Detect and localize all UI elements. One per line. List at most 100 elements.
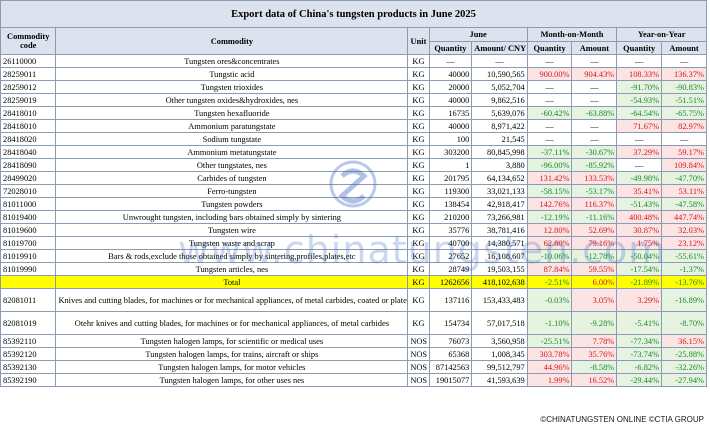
june-quantity-cell: 303200: [428, 145, 473, 159]
june-amount-cell: 42,918,417: [471, 197, 528, 211]
commodity-code-cell: 28259019: [0, 93, 57, 107]
unit-cell: KG: [407, 197, 430, 211]
header-month-on-month: Month-on-Month: [526, 27, 618, 42]
commodity-code-cell: 81019600: [0, 223, 57, 237]
june-quantity-cell: 40700: [428, 236, 473, 250]
header-yoy-quantity: Quantity: [616, 41, 663, 55]
unit-cell: KG: [407, 106, 430, 120]
june-amount-cell: 9,862,516: [471, 93, 528, 107]
june-quantity-cell: 35776: [428, 223, 473, 237]
june-quantity-cell: 100: [428, 132, 473, 146]
commodity-name-cell: Tungstic acid: [55, 67, 409, 81]
june-amount-cell: 38,781,416: [471, 223, 528, 237]
yoy-quantity-cell: -51.43%: [616, 197, 663, 211]
commodity-name-cell: Knives and cutting blades, for machines …: [55, 288, 409, 312]
commodity-code-cell: 81019400: [0, 210, 57, 224]
commodity-code-cell: 85392130: [0, 360, 57, 374]
commodity-code-cell: [0, 275, 57, 289]
table-row: 81019400 Unwrought tungsten, including ba…: [0, 210, 707, 224]
june-amount-cell: 153,433,483: [471, 288, 528, 312]
mom-quantity-cell: -10.06%: [526, 249, 573, 263]
mom-quantity-cell: 44.96%: [526, 360, 573, 374]
header-unit: Unit: [407, 27, 430, 55]
mom-quantity-cell: 12.80%: [526, 223, 573, 237]
commodity-name-cell: Tungsten articles, nes: [55, 262, 409, 276]
header-commodity-code: Commodity code: [0, 27, 57, 55]
mom-amount-cell: 116.37%: [571, 197, 618, 211]
table-row: 26110000 Tungsten ores&concentrates KG — — — —…: [0, 54, 707, 68]
mom-quantity-cell: 62.80%: [526, 236, 573, 250]
commodity-code-cell: 81019990: [0, 262, 57, 276]
unit-cell: KG: [407, 249, 430, 263]
commodity-name-cell: Tungsten halogen lamps, for other uses n…: [55, 373, 409, 387]
table-row: 81019600 Tungsten wire KG 35776 38,781,416 12…: [0, 223, 707, 237]
yoy-quantity-cell: -5.41%: [616, 311, 663, 335]
table-row: 28418090 Other tungstates, nes KG 1 3,880 -96…: [0, 158, 707, 172]
export-table: Export data of China's tungsten products…: [0, 0, 707, 387]
commodity-code-cell: 26110000: [0, 54, 57, 68]
june-quantity-cell: 201795: [428, 171, 473, 185]
mom-amount-cell: —: [571, 80, 618, 94]
mom-quantity-cell: 142.76%: [526, 197, 573, 211]
commodity-code-cell: 85392190: [0, 373, 57, 387]
mom-amount-cell: —: [571, 54, 618, 68]
commodity-name-cell: Tungsten waste and scrap: [55, 236, 409, 250]
table-row: 85392190 Tungsten halogen lamps, for othe…: [0, 373, 707, 387]
june-amount-cell: 5,639,076: [471, 106, 528, 120]
commodity-code-cell: 82081011: [0, 288, 57, 312]
yoy-quantity-cell: —: [616, 132, 663, 146]
header-june-quantity: Quantity: [428, 41, 473, 55]
june-quantity-cell: 20000: [428, 80, 473, 94]
commodity-name-cell: Other tungsten oxides&hydroxides, nes: [55, 93, 409, 107]
unit-cell: KG: [407, 80, 430, 94]
mom-amount-cell: 6.00%: [571, 275, 618, 289]
mom-quantity-cell: -1.10%: [526, 311, 573, 335]
june-amount-cell: —: [471, 54, 528, 68]
yoy-quantity-cell: -91.70%: [616, 80, 663, 94]
unit-cell: KG: [407, 262, 430, 276]
unit-cell: KG: [407, 145, 430, 159]
june-quantity-cell: 65368: [428, 347, 473, 361]
yoy-amount-cell: -47.58%: [661, 197, 707, 211]
mom-quantity-cell: -0.03%: [526, 288, 573, 312]
table-row: 85392120 Tungsten halogen lamps, for trai…: [0, 347, 707, 361]
mom-quantity-cell: —: [526, 132, 573, 146]
unit-cell: KG: [407, 54, 430, 68]
yoy-amount-cell: 447.74%: [661, 210, 707, 224]
unit-cell: KG: [407, 132, 430, 146]
yoy-amount-cell: -25.88%: [661, 347, 707, 361]
commodity-code-cell: 28418040: [0, 145, 57, 159]
commodity-name-cell: Ferro-tungsten: [55, 184, 409, 198]
mom-amount-cell: 52.69%: [571, 223, 618, 237]
mom-amount-cell: 133.53%: [571, 171, 618, 185]
mom-amount-cell: 16.52%: [571, 373, 618, 387]
june-quantity-cell: 28749: [428, 262, 473, 276]
yoy-amount-cell: 82.97%: [661, 119, 707, 133]
table-row: 28259012 Tungsten trioxides KG 20000 5,052,7…: [0, 80, 707, 94]
yoy-quantity-cell: -50.04%: [616, 249, 663, 263]
unit-cell: KG: [407, 119, 430, 133]
unit-cell: NOS: [407, 347, 430, 361]
yoy-amount-cell: -32.26%: [661, 360, 707, 374]
unit-cell: KG: [407, 210, 430, 224]
unit-cell: KG: [407, 158, 430, 172]
june-amount-cell: 418,102,638: [471, 275, 528, 289]
yoy-quantity-cell: -6.82%: [616, 360, 663, 374]
mom-amount-cell: -63.88%: [571, 106, 618, 120]
commodity-code-cell: 81019910: [0, 249, 57, 263]
mom-amount-cell: -8.58%: [571, 360, 618, 374]
table-row: 28259011 Tungstic acid KG 40000 10,590,565 90…: [0, 67, 707, 81]
june-amount-cell: 5,052,704: [471, 80, 528, 94]
june-quantity-cell: 40000: [428, 93, 473, 107]
yoy-quantity-cell: -21.89%: [616, 275, 663, 289]
commodity-name-cell: Otehr knives and cutting blades, for mac…: [55, 311, 409, 335]
june-amount-cell: 16,108,607: [471, 249, 528, 263]
yoy-quantity-cell: 71.67%: [616, 119, 663, 133]
header-commodity: Commodity: [55, 27, 409, 55]
commodity-name-cell: Sodium tungstate: [55, 132, 409, 146]
yoy-quantity-cell: -29.44%: [616, 373, 663, 387]
yoy-amount-cell: 36.15%: [661, 334, 707, 348]
mom-amount-cell: 79.16%: [571, 236, 618, 250]
mom-amount-cell: -9.28%: [571, 311, 618, 335]
commodity-name-cell: Total: [55, 275, 409, 289]
